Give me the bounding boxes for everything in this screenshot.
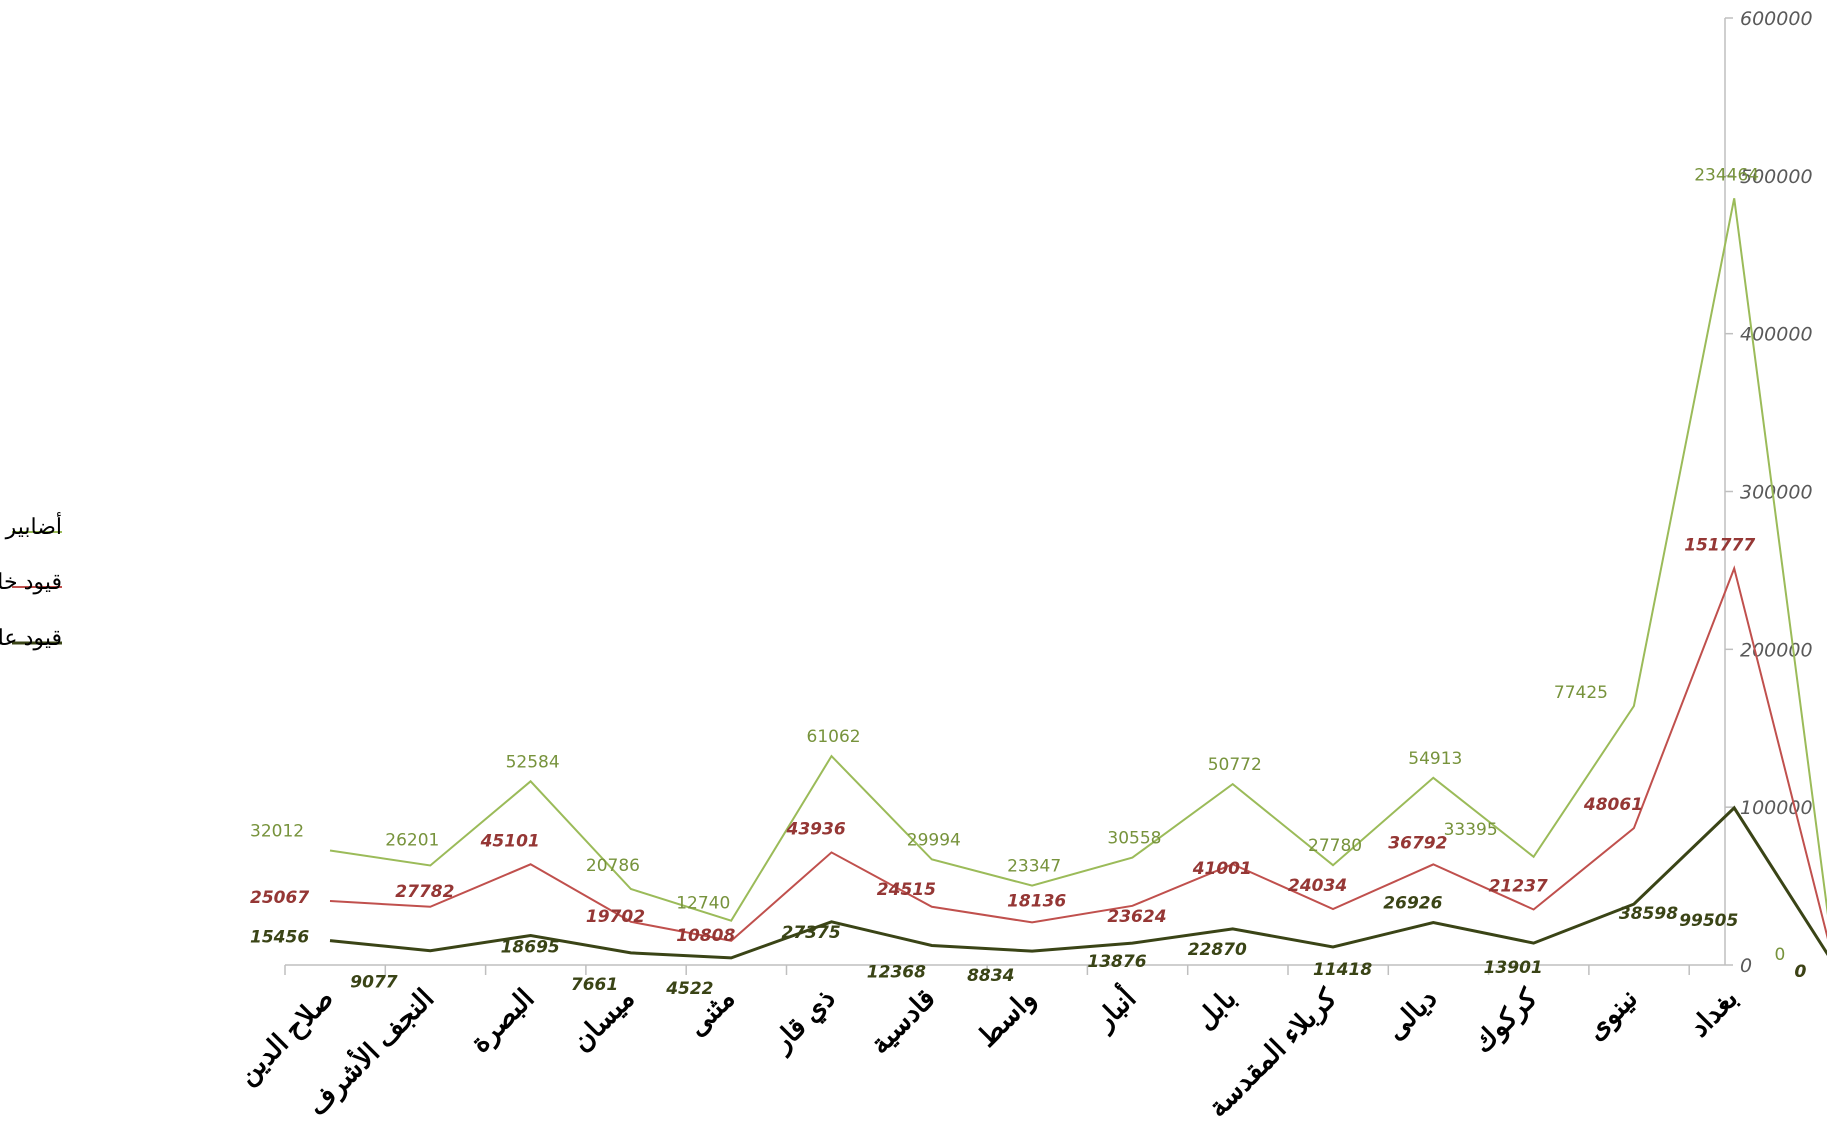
y-tick-label: 500000 [1740, 166, 1813, 188]
data-label-s1-7: 23347 [1007, 857, 1061, 877]
legend: أضابير قيود خلف قيود على قيد الحياة [0, 511, 62, 651]
data-label-s1-4: 12740 [676, 894, 730, 914]
data-label-s2-9: 41001 [1192, 859, 1252, 879]
y-tick-label: 100000 [1740, 797, 1813, 819]
y-tick-label: 600000 [1740, 8, 1813, 30]
data-label-s1-1: 26201 [385, 830, 439, 850]
category-label-11: ديالى [1380, 983, 1443, 1046]
data-label-s3-1: 9077 [350, 973, 397, 993]
data-labels: 32012 26201 52584 20786 12740 61062 29994 23347… [250, 165, 1807, 999]
data-label-s3-11: 26926 [1383, 894, 1442, 914]
data-label-s1-10: 27780 [1308, 836, 1362, 856]
y-tick-label: 300000 [1740, 482, 1813, 504]
data-label-s2-7: 18136 [1007, 891, 1066, 911]
data-label-s3-14: 99505 [1679, 911, 1738, 931]
category-label-8: أنبار [1085, 981, 1143, 1039]
category-label-0: صلاح الدين [232, 983, 341, 1092]
data-label-s3-2: 18695 [501, 937, 560, 957]
category-label-13: نينوى [1580, 983, 1644, 1047]
data-label-s2-8: 23624 [1107, 907, 1166, 927]
data-label-s3-7: 8834 [967, 966, 1014, 986]
data-label-s1-11: 54913 [1408, 749, 1462, 769]
y-tick-label: 0 [1740, 955, 1752, 977]
data-label-s3-6: 12368 [867, 962, 926, 982]
data-label-s2-0: 25067 [250, 888, 309, 908]
data-label-s1-5: 61062 [807, 727, 861, 747]
data-label-s2-4: 10808 [676, 926, 735, 946]
data-label-s2-1: 27782 [395, 882, 454, 902]
data-label-s1-9: 50772 [1208, 755, 1262, 775]
data-label-s3-9: 22870 [1188, 940, 1247, 960]
category-label-9: بابل [1190, 983, 1242, 1035]
category-label-14: بغداد [1684, 983, 1744, 1043]
legend-label-2: قيود خلف [0, 569, 62, 595]
data-label-s1-8: 30558 [1107, 829, 1161, 849]
data-label-s2-11: 36792 [1388, 833, 1447, 853]
data-label-s1-3: 20786 [586, 856, 640, 876]
y-tick-label: 400000 [1740, 324, 1813, 346]
data-label-s2-13: 48061 [1583, 795, 1643, 815]
series-line-1 [329, 198, 1827, 922]
data-label-s1-0: 32012 [250, 822, 304, 842]
data-label-s1-6: 29994 [907, 830, 961, 850]
data-label-s2-14: 151777 [1684, 535, 1755, 555]
data-label-s3-15: 0 [1795, 962, 1807, 982]
data-label-s2-5: 43936 [786, 819, 846, 839]
category-label-5: ذي قار [765, 983, 842, 1060]
data-label-s3-5: 27375 [782, 923, 841, 943]
category-label-12: كركوك [1467, 982, 1545, 1060]
category-label-6: قادسية [864, 983, 941, 1060]
data-label-s2-3: 19702 [586, 907, 645, 927]
category-label-7: واسط [971, 983, 1042, 1054]
data-label-s3-0: 15456 [250, 928, 309, 948]
data-label-s2-6: 24515 [877, 880, 936, 900]
series-lines [329, 198, 1827, 960]
data-label-s3-8: 13876 [1087, 952, 1146, 972]
data-label-s3-13: 38598 [1619, 904, 1678, 924]
data-label-s3-12: 13901 [1484, 958, 1543, 978]
data-label-s3-3: 7661 [571, 975, 618, 995]
category-label-2: البصرة [465, 983, 542, 1060]
data-label-s2-12: 21237 [1489, 877, 1548, 897]
legend-label-1: أضابير [5, 511, 62, 540]
series-line-2 [329, 565, 1827, 942]
data-label-s1-12: 33395 [1444, 820, 1498, 840]
data-label-s1-15: 0 [1775, 945, 1786, 965]
data-label-s2-15: 0 [1795, 962, 1807, 982]
series-line-3 [329, 805, 1827, 960]
data-label-s3-10: 11418 [1313, 960, 1372, 980]
data-label-s1-2: 52584 [506, 752, 560, 772]
data-label-s2-10: 24034 [1288, 876, 1347, 896]
data-label-s1-14: 234464 [1694, 165, 1759, 185]
data-label-s3-4: 4522 [665, 979, 713, 999]
data-label-s2-2: 45101 [480, 831, 540, 851]
y-tick-label: 200000 [1740, 639, 1813, 661]
data-label-s1-13: 77425 [1554, 683, 1608, 703]
legend-label-3: قيود على قيد الحياة [0, 625, 62, 651]
